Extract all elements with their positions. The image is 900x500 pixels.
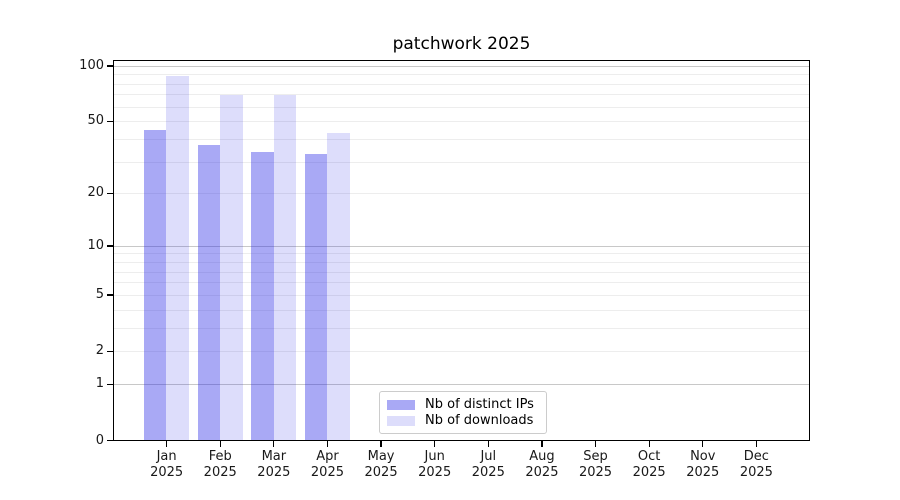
xtick-mark — [487, 441, 489, 447]
xtick-mark — [434, 441, 436, 447]
bar-distinct-ips-apr — [304, 154, 328, 440]
legend-item-distinct-ips: Nb of distinct IPs — [387, 397, 539, 413]
ytick-label: 2 — [95, 343, 104, 359]
ytick-mark — [107, 294, 113, 296]
minor-gridline — [114, 309, 809, 311]
major-gridline — [114, 245, 809, 247]
ytick-label: 1 — [95, 376, 104, 392]
xtick-mark — [702, 441, 704, 447]
minor-gridline — [114, 74, 809, 76]
minor-gridline — [114, 193, 809, 195]
ytick-label: 100 — [79, 57, 104, 73]
minor-gridline — [114, 351, 809, 353]
xtick-label-apr: Apr 2025 — [310, 449, 344, 480]
minor-gridline — [114, 94, 809, 96]
legend-label-downloads: Nb of downloads — [425, 413, 534, 428]
xtick-label-feb: Feb 2025 — [203, 449, 237, 480]
ytick-mark — [107, 120, 113, 123]
chart-title: patchwork 2025 — [392, 34, 531, 54]
xtick-mark — [755, 441, 758, 447]
xtick-mark — [219, 441, 221, 447]
xtick-mark — [648, 441, 650, 447]
ytick-mark — [107, 192, 113, 195]
xtick-label-may: May 2025 — [364, 449, 398, 480]
xtick-mark — [273, 441, 275, 447]
xtick-label-mar: Mar 2025 — [257, 449, 291, 480]
ytick-mark — [107, 383, 113, 385]
xtick-label-oct: Oct 2025 — [632, 449, 666, 480]
xtick-mark — [165, 441, 168, 447]
minor-gridline — [114, 282, 809, 284]
ytick-mark — [107, 439, 113, 442]
xtick-label-sep: Sep 2025 — [578, 449, 613, 480]
xtick-label-aug: Aug 2025 — [525, 449, 559, 480]
ytick-label: 5 — [95, 287, 104, 303]
minor-gridline — [114, 161, 809, 163]
legend-item-downloads: Nb of downloads — [387, 413, 539, 429]
minor-gridline — [114, 106, 809, 108]
ytick-mark — [107, 350, 113, 352]
minor-gridline — [114, 253, 809, 255]
xtick-label-jan: Jan 2025 — [150, 449, 184, 480]
plot-area: Nb of distinct IPs Nb of downloads — [113, 59, 810, 441]
bar-downloads-jan — [166, 76, 189, 440]
minor-gridline — [114, 121, 809, 123]
ytick-label: 50 — [87, 113, 104, 129]
minor-gridline — [114, 83, 809, 85]
minor-gridline — [114, 271, 809, 273]
xtick-mark — [541, 441, 543, 447]
minor-gridline — [114, 294, 809, 296]
minor-gridline — [114, 138, 809, 140]
bar-distinct-ips-mar — [251, 151, 274, 440]
ytick-label: 20 — [87, 185, 104, 201]
legend: Nb of distinct IPs Nb of downloads — [379, 391, 547, 434]
bar-downloads-mar — [273, 95, 297, 440]
xtick-mark — [594, 441, 597, 447]
minor-gridline — [114, 261, 809, 263]
ytick-label: 10 — [87, 237, 104, 253]
legend-label-distinct-ips: Nb of distinct IPs — [425, 397, 534, 412]
bar-distinct-ips-feb — [197, 145, 221, 440]
ytick-mark — [107, 245, 113, 247]
ytick-label: 0 — [95, 432, 104, 448]
bar-downloads-feb — [220, 95, 243, 440]
xtick-label-jun: Jun 2025 — [418, 449, 452, 480]
legend-swatch-downloads — [387, 416, 415, 426]
major-gridline — [114, 65, 809, 67]
major-gridline — [114, 384, 809, 386]
ytick-mark — [107, 65, 113, 67]
xtick-label-jul: Jul 2025 — [471, 449, 505, 480]
xtick-label-dec: Dec 2025 — [739, 449, 773, 480]
legend-swatch-distinct-ips — [387, 400, 415, 410]
xtick-label-nov: Nov 2025 — [686, 449, 720, 480]
bar-distinct-ips-jan — [143, 129, 167, 440]
xtick-mark — [326, 441, 329, 447]
bar-downloads-apr — [327, 133, 350, 440]
xtick-mark — [380, 441, 382, 447]
minor-gridline — [114, 327, 809, 329]
